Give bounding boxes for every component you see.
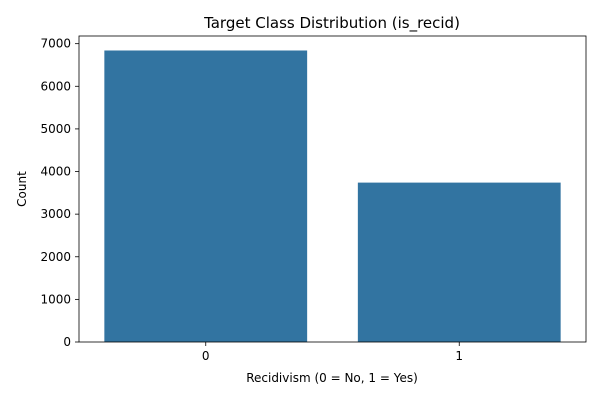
y-tick-label: 7000 (40, 37, 71, 51)
plot-frame (78, 35, 587, 343)
y-tick-label: 4000 (40, 165, 71, 179)
bar-0 (104, 50, 308, 343)
y-tick-label: 0 (63, 335, 71, 349)
x-axis-label: Recidivism (0 = No, 1 = Yes) (246, 371, 418, 385)
chart-title: Target Class Distribution (is_recid) (203, 14, 460, 33)
y-tick-label: 5000 (40, 122, 71, 136)
y-axis-ticks: 0 1000 2000 3000 4000 5000 6000 7000 (40, 37, 79, 349)
bars-group (104, 50, 561, 343)
bar-1 (357, 182, 561, 342)
y-tick-label: 6000 (40, 79, 71, 93)
y-tick-label: 1000 (40, 292, 71, 306)
y-axis-label: Count (15, 171, 29, 207)
x-tick-label: 1 (455, 349, 463, 363)
x-tick-label: 0 (202, 349, 210, 363)
y-tick-label: 3000 (40, 207, 71, 221)
y-tick-label: 2000 (40, 250, 71, 264)
